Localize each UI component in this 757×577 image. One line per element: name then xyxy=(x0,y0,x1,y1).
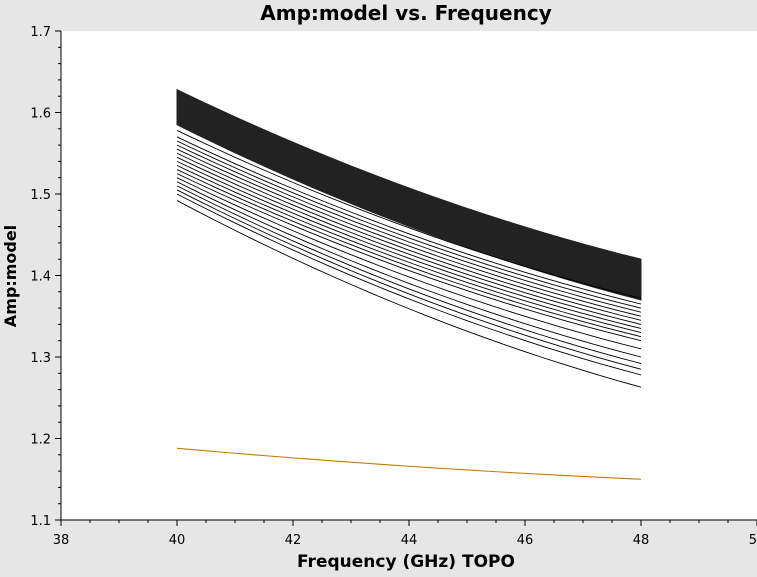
series-line-3 xyxy=(176,144,642,313)
series-line-10 xyxy=(176,173,642,342)
series-line-1 xyxy=(176,136,642,305)
series-line-9 xyxy=(176,169,642,338)
series-line-7 xyxy=(176,160,642,329)
x-tick-label: 38 xyxy=(53,533,70,548)
series-line-8 xyxy=(176,165,642,333)
dense-band xyxy=(176,88,642,301)
x-tick-label: 48 xyxy=(633,533,650,548)
x-tick-label: 40 xyxy=(169,533,186,548)
y-tick-label: 1.4 xyxy=(30,270,51,285)
series-line-4 xyxy=(176,148,642,317)
series-line-14 xyxy=(176,189,642,370)
y-tick-label: 1.3 xyxy=(30,351,51,366)
x-tick-label: 42 xyxy=(285,533,302,548)
series-line-12 xyxy=(176,181,642,358)
plot-area xyxy=(61,31,757,520)
chart-title: Amp:model vs. Frequency xyxy=(260,1,552,25)
series-line-16 xyxy=(176,200,642,388)
x-tick-label: 46 xyxy=(517,533,534,548)
series-orange-line xyxy=(176,447,642,480)
tick-layer: 38 40 42 44 46 48 50 1.1 1.2 1.3 1.4 1.5 1.6 1.7 xyxy=(30,25,757,548)
x-tick-label: 50 xyxy=(749,533,757,548)
series-line-0 xyxy=(176,130,642,299)
series-layer xyxy=(176,88,642,480)
series-line-5 xyxy=(176,152,642,321)
y-tick-label: 1.6 xyxy=(30,107,51,122)
x-axis-label: Frequency (GHz) TOPO xyxy=(297,552,515,572)
x-tick-label: 44 xyxy=(401,533,418,548)
series-line-13 xyxy=(176,185,642,364)
y-tick-label: 1.2 xyxy=(30,433,51,448)
series-line-15 xyxy=(176,193,642,376)
y-tick-label: 1.7 xyxy=(30,25,51,40)
series-line-11 xyxy=(176,177,642,350)
series-line-6 xyxy=(176,156,642,325)
y-tick-label: 1.1 xyxy=(30,514,51,529)
y-tick-label: 1.5 xyxy=(30,188,51,203)
series-line-2 xyxy=(176,140,642,309)
y-axis-label: Amp:model xyxy=(1,224,20,328)
